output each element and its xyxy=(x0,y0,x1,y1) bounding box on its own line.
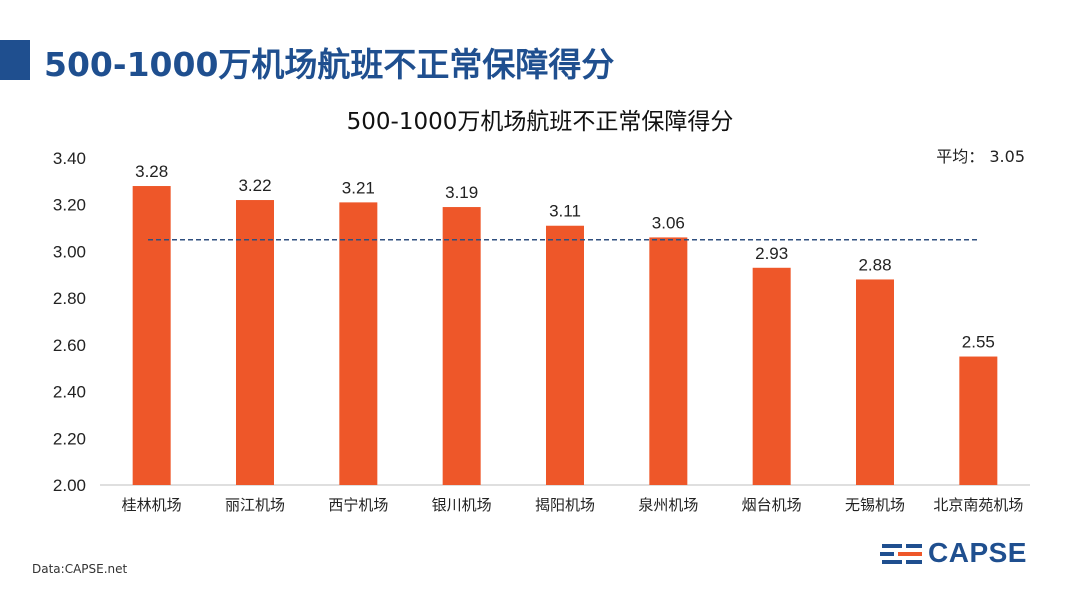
x-category-label: 揭阳机场 xyxy=(535,496,595,514)
bar-value-label: 3.11 xyxy=(549,202,581,221)
y-tick-label: 3.40 xyxy=(53,149,86,168)
bar-value-label: 2.55 xyxy=(962,333,995,352)
bar xyxy=(959,356,998,485)
bar xyxy=(236,200,274,486)
slide-title: 500-1000万机场航班不正常保障得分 xyxy=(44,45,615,84)
bar-value-label: 3.19 xyxy=(445,183,478,202)
bar xyxy=(856,279,894,485)
bar xyxy=(132,186,171,485)
x-category-label: 泉州机场 xyxy=(638,496,698,514)
bar-value-label: 3.22 xyxy=(238,176,271,195)
y-tick-label: 2.00 xyxy=(53,476,86,495)
y-tick-label: 2.20 xyxy=(53,429,86,448)
average-label: 平均： xyxy=(936,147,985,166)
average-annotation: 平均： 3.05 xyxy=(936,143,1025,167)
capse-logo-text: CAPSE xyxy=(928,537,1027,568)
bar-value-label: 2.93 xyxy=(755,244,788,263)
x-category-label: 银川机场 xyxy=(432,496,492,514)
bar-chart: 2.00 2.20 2.40 2.60 2.80 3.00 3.20 3.40 3.28 桂林机场… xyxy=(53,149,1030,514)
y-tick-label: 3.00 xyxy=(53,242,86,261)
title-accent-bar xyxy=(0,40,30,80)
x-category-label: 丽江机场 xyxy=(225,496,285,514)
bar-value-label: 3.21 xyxy=(342,178,375,197)
bar-value-label: 3.28 xyxy=(135,162,168,181)
x-category-label: 北京南苑机场 xyxy=(933,496,1023,514)
y-tick-label: 2.40 xyxy=(53,383,86,402)
data-source: Data:CAPSE.net xyxy=(32,562,128,576)
capse-logo: CAPSE xyxy=(880,536,1050,576)
x-category-label: 无锡机场 xyxy=(845,496,905,514)
y-tick-label: 2.80 xyxy=(53,289,86,308)
bar xyxy=(442,207,481,486)
y-tick-label: 2.60 xyxy=(53,336,86,355)
x-category-label: 桂林机场 xyxy=(122,496,182,514)
bar xyxy=(649,237,688,485)
chart-title: 500-1000万机场航班不正常保障得分 xyxy=(346,109,734,135)
bar xyxy=(752,267,791,485)
y-tick-label: 3.20 xyxy=(53,196,86,215)
bar xyxy=(339,202,378,485)
bar-value-label: 2.88 xyxy=(858,255,891,274)
x-category-label: 烟台机场 xyxy=(742,496,802,514)
bar xyxy=(546,225,584,485)
average-value: 3.05 xyxy=(989,147,1025,166)
bar-value-label: 3.06 xyxy=(652,213,685,232)
x-category-label: 西宁机场 xyxy=(328,496,388,514)
capse-logo-icon xyxy=(880,544,922,564)
